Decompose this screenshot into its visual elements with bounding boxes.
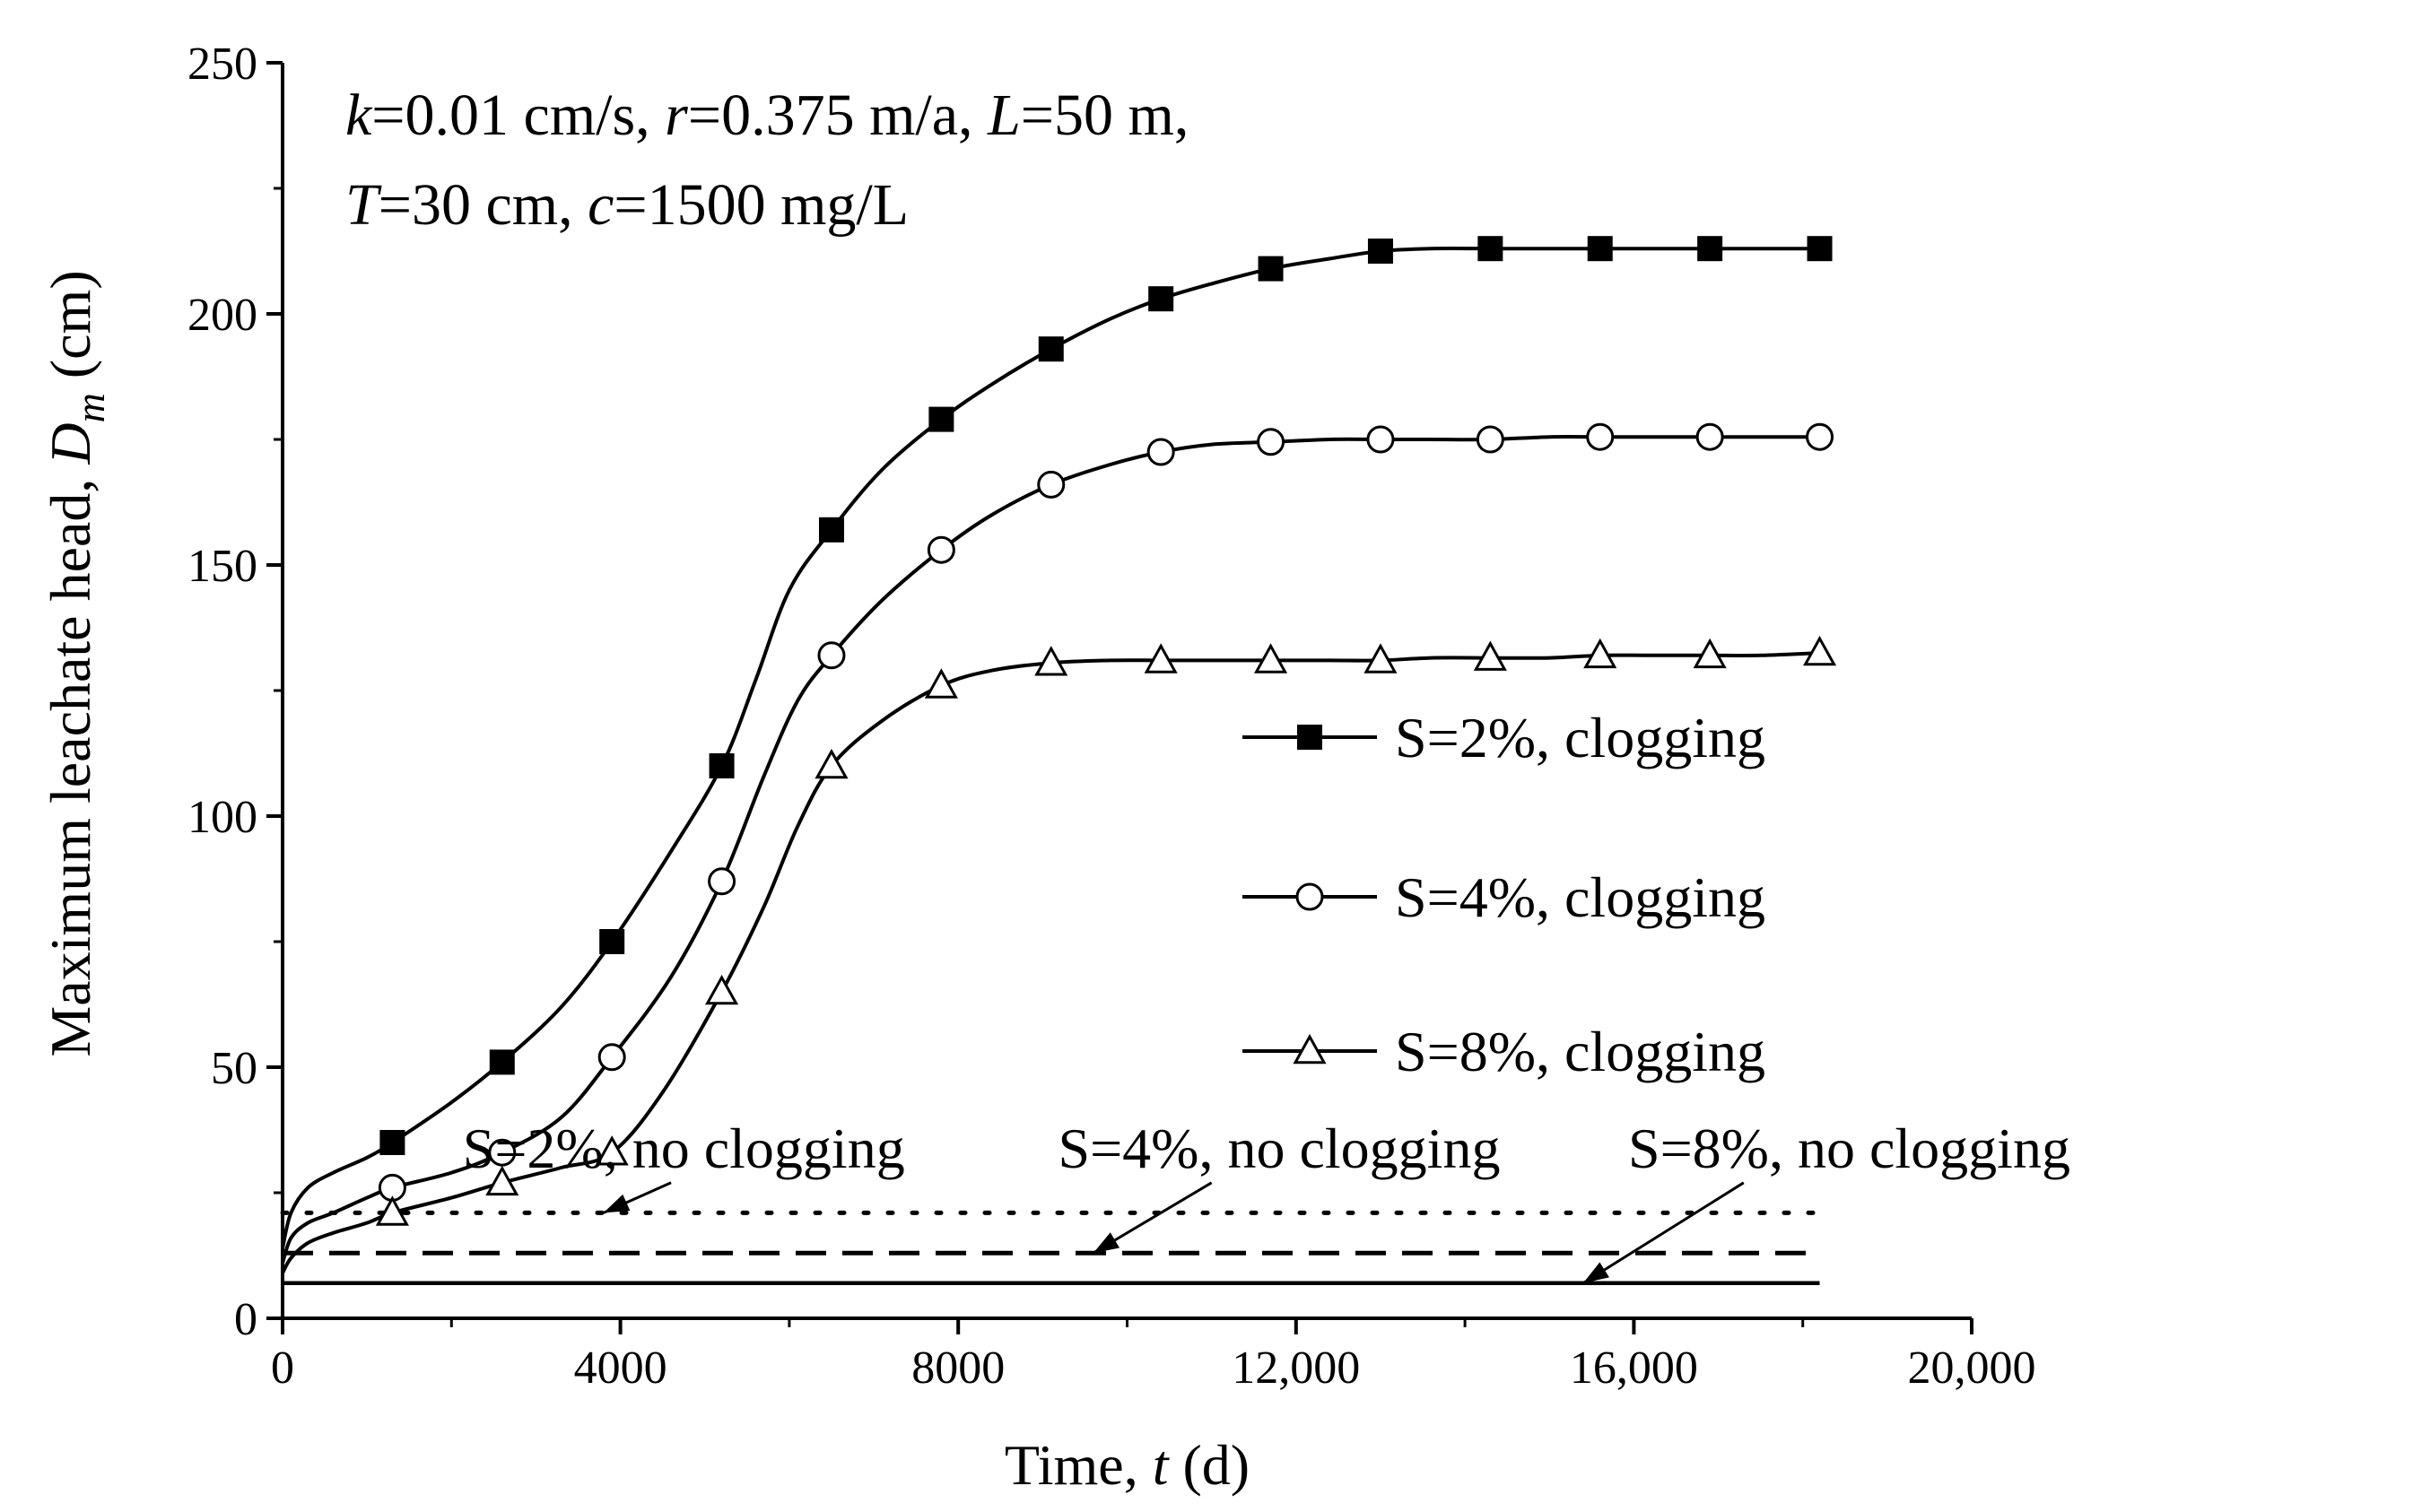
legend-marker: [1295, 882, 1324, 911]
data-point-series-2: [927, 535, 955, 564]
x-axis-title: Time, t (d): [1005, 1433, 1250, 1497]
data-point-series-2: [1366, 425, 1395, 454]
series-line-2: [281, 434, 1820, 1264]
data-point-series-1: [1367, 239, 1393, 264]
data-point-series-1: [489, 1049, 515, 1075]
data-point-series-2: [1257, 428, 1285, 456]
data-point-series-2: [1037, 470, 1066, 499]
data-point-series-2: [1476, 425, 1504, 454]
annotation-part: =0.375 m/a,: [688, 83, 988, 148]
y-tick-label: 50: [211, 1043, 257, 1094]
x-tick-label: 12,000: [1232, 1343, 1360, 1394]
y-axis-title: Maximum leachate head, Dm (cm): [39, 270, 113, 1056]
data-point-series-3: [1034, 646, 1068, 676]
data-point-series-3: [705, 974, 739, 1005]
x-tick-label: 0: [271, 1343, 294, 1394]
annotation-part: =1500 mg/L: [614, 172, 909, 238]
data-point-series-1: [1807, 236, 1833, 262]
data-point-series-2: [1695, 422, 1724, 451]
data-point-series-1: [1258, 256, 1284, 282]
label-arrow: [1582, 1181, 1745, 1285]
data-point-series-1: [818, 517, 844, 543]
annotation-line-1: k=0.01 cm/s, r=0.375 m/a, L=50 m,: [345, 83, 1189, 148]
legend-label: S=4%, clogging: [1395, 865, 1765, 929]
annotation-part: c: [588, 172, 614, 238]
data-point-series-3: [1583, 638, 1617, 669]
data-point-series-3: [1473, 640, 1507, 671]
data-point-series-2: [1146, 438, 1175, 466]
series-line-3: [281, 651, 1820, 1274]
data-point-series-1: [1697, 236, 1723, 262]
data-point-series-3: [815, 748, 849, 779]
data-point-series-3: [595, 1135, 629, 1166]
data-point-series-3: [1254, 643, 1288, 673]
series-markers: [375, 236, 1837, 1226]
data-point-series-3: [1693, 638, 1727, 669]
line-labels: S=2%, no clogging S=4%, no clogging S=8%, …: [463, 1117, 2070, 1285]
legend-label: S=8%, clogging: [1395, 1020, 1765, 1083]
series-lines: [280, 246, 1822, 1286]
x-tick-label: 8000: [911, 1343, 1005, 1394]
y-tick-label: 150: [187, 541, 257, 592]
data-point-series-1: [1038, 336, 1064, 362]
data-point-series-1: [1587, 236, 1613, 262]
line-label: S=2%, no clogging: [463, 1117, 905, 1180]
data-point-series-2: [1806, 422, 1834, 451]
data-point-series-3: [1802, 635, 1837, 666]
data-point-series-1: [709, 753, 735, 778]
x-tick-label: 20,000: [1908, 1343, 2036, 1394]
data-point-series-1: [928, 406, 954, 432]
data-point-series-1: [1148, 286, 1174, 312]
legend: S=2%, clogging S=4%, clogging S=8%, cloggi…: [1242, 706, 1765, 1083]
legend-marker: [1293, 1033, 1327, 1064]
data-point-series-1: [379, 1130, 405, 1155]
annotation-part: r: [665, 83, 688, 148]
arrowhead: [1582, 1262, 1609, 1283]
data-point-series-3: [924, 668, 958, 699]
line-label: S=4%, no clogging: [1058, 1117, 1500, 1180]
data-point-series-1: [599, 929, 625, 954]
data-point-series-2: [1586, 422, 1615, 451]
arrowhead: [603, 1194, 631, 1213]
data-point-series-2: [817, 641, 846, 670]
x-tick-label: 16,000: [1570, 1343, 1698, 1394]
series-line-1: [281, 246, 1820, 1249]
y-tick-label: 250: [187, 39, 257, 90]
x-tick-label: 4000: [574, 1343, 667, 1394]
chart-annotation: k=0.01 cm/s, r=0.375 m/a, L=50 m, T=30 cm…: [345, 83, 1189, 238]
axes: 0 4000 8000 12,000 16,000 20,000 0 50 100 150 200 2…: [187, 39, 2036, 1394]
y-tick-label: 100: [187, 792, 257, 843]
annotation-part: =50 m,: [1021, 83, 1189, 148]
data-point-series-3: [1363, 643, 1398, 673]
data-point-series-3: [1144, 643, 1178, 673]
annotation-part: k: [345, 83, 373, 148]
arrowhead: [1093, 1232, 1120, 1254]
annotation-part: =30 cm,: [379, 172, 588, 238]
data-point-series-2: [708, 867, 736, 896]
annotation-part: =0.01 cm/s,: [371, 83, 665, 148]
line-label: S=8%, no clogging: [1628, 1117, 2070, 1180]
annotation-part: T: [345, 172, 382, 238]
data-point-series-1: [1477, 236, 1503, 262]
data-point-series-3: [485, 1165, 519, 1196]
y-tick-label: 0: [234, 1294, 257, 1345]
data-point-series-2: [488, 1138, 517, 1167]
annotation-part: L: [987, 83, 1021, 148]
data-point-series-3: [375, 1195, 409, 1226]
legend-label: S=2%, clogging: [1395, 706, 1765, 769]
y-tick-label: 200: [187, 290, 257, 341]
axis-titles: Time, t (d) Maximum leachate head, Dm (cm…: [39, 270, 1250, 1497]
legend-marker: [1297, 725, 1322, 750]
data-point-series-2: [597, 1043, 626, 1072]
annotation-line-2: T=30 cm, c=1500 mg/L: [345, 172, 909, 238]
